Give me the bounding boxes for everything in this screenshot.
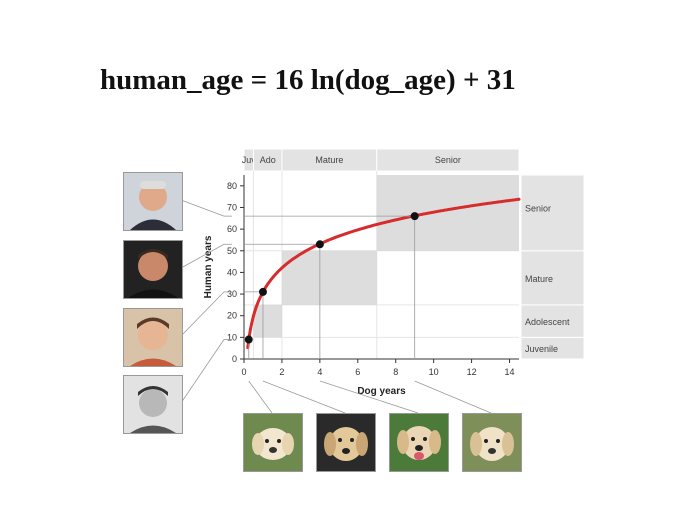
stage-box — [281, 250, 377, 305]
x-tick-label: 12 — [467, 367, 477, 377]
y-tick-label: 60 — [227, 224, 237, 234]
x-tick-label: 10 — [429, 367, 439, 377]
x-tick-label: 6 — [355, 367, 360, 377]
y-tick-label: 70 — [227, 202, 237, 212]
y-tick-label: 20 — [227, 311, 237, 321]
dog-connector — [319, 380, 419, 414]
human-stage-label: Senior — [525, 203, 551, 213]
human-stage-band — [520, 174, 585, 252]
person-connector — [180, 199, 225, 217]
dog-connector — [414, 380, 492, 414]
data-point — [244, 335, 253, 344]
human-stage-band — [520, 250, 585, 306]
dog-connector — [262, 380, 346, 414]
age-curve-line — [246, 197, 521, 350]
x-axis-label: Dog years — [357, 386, 406, 397]
y-tick-label: 0 — [232, 354, 237, 364]
x-tick-label: 0 — [241, 367, 246, 377]
dog-stage-label: Senior — [435, 155, 461, 165]
x-tick-label: 8 — [393, 367, 398, 377]
dog-stage-label: Ado — [260, 155, 276, 165]
data-point — [410, 212, 419, 221]
x-tick-label: 4 — [317, 367, 322, 377]
person-photo-senior — [123, 172, 183, 231]
dog-stage-label: Mature — [315, 155, 343, 165]
person-connector — [180, 291, 225, 337]
dog-photo-senior — [462, 413, 522, 472]
y-tick-label: 80 — [227, 181, 237, 191]
data-point — [258, 287, 267, 296]
person-photo-mature — [123, 240, 183, 299]
x-tick-label: 14 — [505, 367, 515, 377]
y-tick-label: 40 — [227, 267, 237, 277]
person-photo-juvenile — [123, 375, 183, 434]
formula-title: human_age = 16 ln(dog_age) + 31 — [100, 64, 516, 96]
dog-stage-band — [376, 148, 520, 172]
human-stage-label: Mature — [525, 274, 553, 284]
human-stage-label: Juvenile — [525, 344, 558, 354]
y-tick-label: 50 — [227, 246, 237, 256]
y-axis-label: Human years — [203, 235, 214, 298]
person-photo-adolescent — [123, 308, 183, 367]
x-tick-label: 2 — [279, 367, 284, 377]
human-stage-label: Adolescent — [525, 317, 570, 327]
data-point — [315, 240, 324, 249]
dog-stage-label: Juv — [242, 155, 257, 165]
person-connector — [180, 243, 225, 269]
dog-photo-puppy — [243, 413, 303, 472]
human-stage-band — [520, 304, 585, 338]
y-tick-label: 30 — [227, 289, 237, 299]
dog-connector — [248, 380, 273, 414]
y-tick-label: 10 — [227, 332, 237, 342]
dog-photo-young — [316, 413, 376, 472]
stage-box — [253, 304, 282, 338]
person-connector — [180, 339, 225, 404]
stage-box — [376, 175, 519, 251]
dog-photo-adult — [389, 413, 449, 472]
